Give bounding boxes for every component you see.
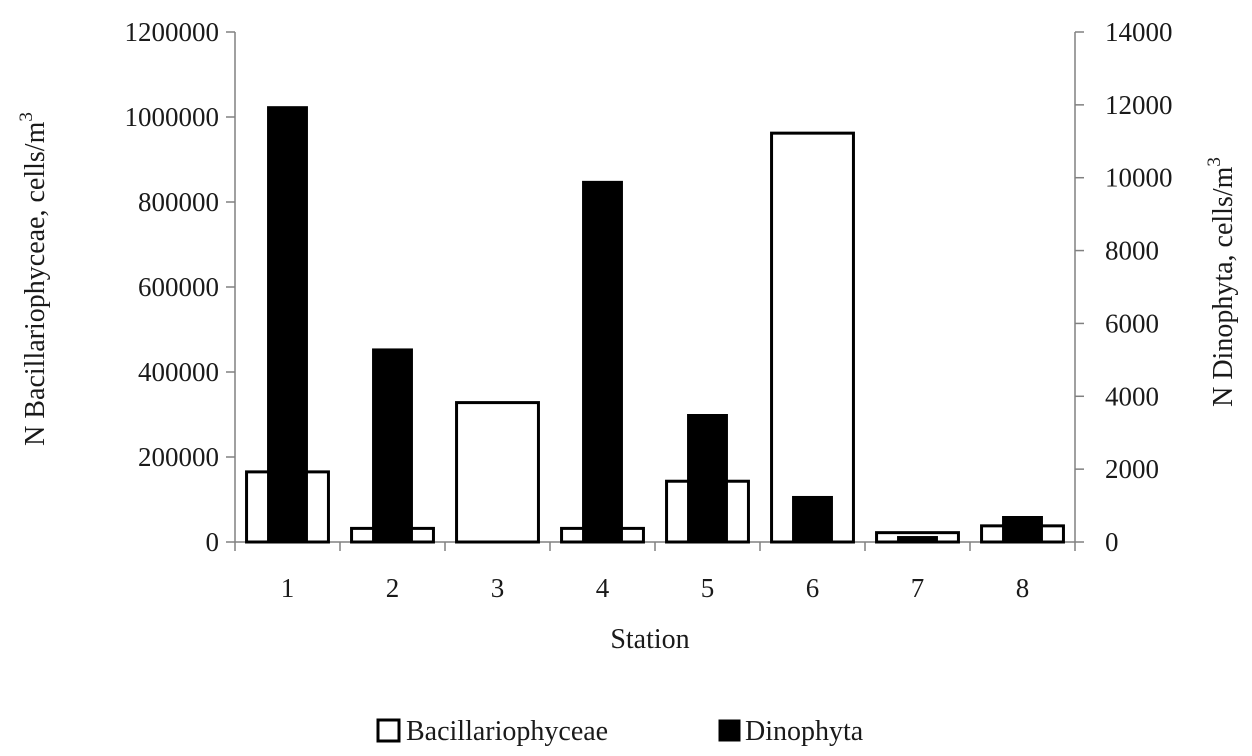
left-y-tick-label: 200000 (138, 442, 219, 472)
bar-dinophyta (792, 495, 833, 543)
right-y-tick-label: 2000 (1105, 454, 1159, 484)
left-y-axis-title: N Bacillariophyceae, cells/m3 (16, 112, 51, 446)
bar-dinophyta (267, 106, 308, 543)
legend-label-bacillariophyceae: Bacillariophyceae (406, 716, 608, 747)
bar-dinophyta (1002, 516, 1043, 543)
right-y-tick-label: 4000 (1105, 381, 1159, 411)
right-y-axis-title-text: N Dinophyta, cells/m (1208, 166, 1239, 407)
right-y-ticks: 0 2000 4000 6000 8000 10000 12000 14000 (1075, 17, 1173, 557)
x-tick-label: 7 (911, 573, 925, 603)
right-y-axis-title: N Dinophyta, cells/m3 (1204, 157, 1239, 407)
left-y-axis-title-superscript: 3 (16, 112, 37, 122)
legend-label-dinophyta: Dinophyta (745, 716, 864, 747)
x-tick-label: 4 (596, 573, 610, 603)
right-y-tick-label: 14000 (1105, 17, 1173, 47)
series-dinophyta (267, 106, 1043, 543)
legend-swatch-bacillariophyceae (376, 718, 401, 743)
left-y-ticks: 0 200000 400000 600000 800000 1000000 1200000 (125, 17, 235, 557)
right-y-tick-label: 12000 (1105, 90, 1173, 120)
right-y-tick-label: 8000 (1105, 236, 1159, 266)
left-y-tick-label: 1000000 (125, 102, 220, 132)
bar-dinophyta (372, 348, 413, 543)
series-bacillariophyceae (245, 131, 1065, 544)
legend: Bacillariophyceae Dinophyta (376, 716, 864, 747)
bar-bacillariophyceae (455, 401, 540, 544)
x-tick-label: 2 (386, 573, 400, 603)
left-y-axis-title-text: N Bacillariophyceae, cells/m (20, 121, 51, 445)
x-tick-label: 3 (491, 573, 505, 603)
bar-dinophyta (897, 536, 938, 543)
left-y-tick-label: 0 (206, 527, 220, 557)
right-y-tick-label: 10000 (1105, 163, 1173, 193)
bar-dinophyta (687, 414, 728, 543)
x-axis-title: Station (610, 624, 689, 655)
legend-swatch-dinophyta (718, 719, 741, 742)
x-tick-label: 1 (281, 573, 295, 603)
left-y-tick-label: 800000 (138, 187, 219, 217)
x-tick-label: 5 (701, 573, 715, 603)
left-y-tick-label: 600000 (138, 272, 219, 302)
right-y-tick-label: 0 (1105, 527, 1119, 557)
x-tick-label: 6 (806, 573, 820, 603)
x-tick-label: 8 (1016, 573, 1030, 603)
bar-bacillariophyceae (770, 131, 855, 544)
left-y-tick-label: 1200000 (125, 17, 220, 47)
left-y-tick-label: 400000 (138, 357, 219, 387)
right-y-axis-title-superscript: 3 (1204, 157, 1225, 167)
bar-dinophyta (582, 180, 623, 543)
right-y-tick-label: 6000 (1105, 308, 1159, 338)
x-ticks: 1 2 3 4 5 6 7 8 (234, 542, 1076, 603)
